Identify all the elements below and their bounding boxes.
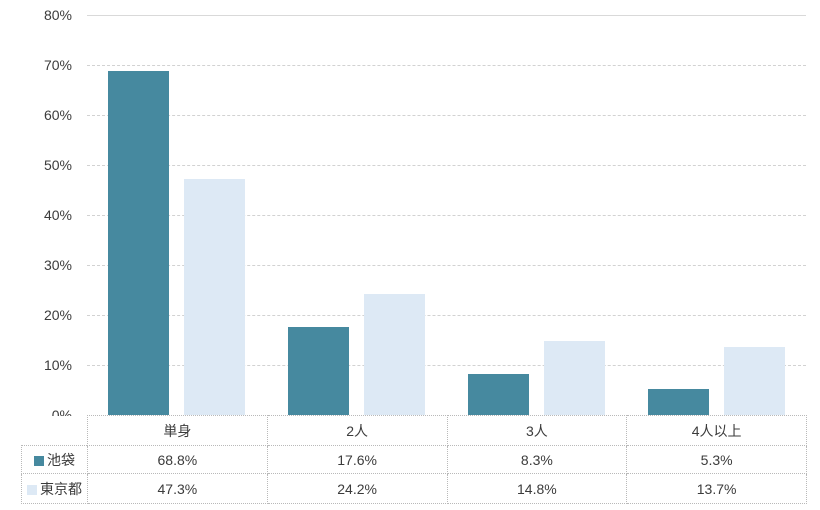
gridline-40: [87, 215, 806, 216]
bar: [184, 178, 246, 415]
gridline-70: [87, 65, 806, 66]
bar: [647, 388, 709, 415]
gridline-80: [87, 15, 806, 16]
y-tick: 80%: [43, 7, 72, 23]
bar: [723, 346, 785, 415]
legend-swatch-ikebukuro: [34, 455, 44, 466]
category-label: 2人: [266, 415, 448, 446]
bar-group-2nin: [267, 15, 447, 415]
y-tick: 50%: [43, 157, 72, 173]
table-row: 東京都 47.3% 24.2% 14.8% 13.7%: [21, 473, 807, 504]
plot-area: [87, 15, 806, 415]
gridline-60: [87, 115, 806, 116]
category-label: 3人: [446, 415, 628, 446]
legend-swatch-tokyoto: [27, 484, 37, 495]
y-tick: 60%: [43, 107, 72, 123]
legend-label: 東京都: [40, 480, 82, 497]
bar-group-4nin-ijo: [626, 15, 806, 415]
value-cell: 13.7%: [626, 473, 807, 504]
value-cell: 47.3%: [87, 473, 268, 504]
gridline-30: [87, 265, 806, 266]
category-label: 4人以上: [626, 415, 807, 446]
gridline-50: [87, 165, 806, 166]
value-cell: 8.3%: [446, 445, 628, 474]
value-cell: 24.2%: [266, 473, 448, 504]
bar-group-tanshin: [87, 15, 267, 415]
bar: [467, 373, 529, 415]
value-cell: 17.6%: [266, 445, 448, 474]
category-header-row: 単身 2人 3人 4人以上: [21, 415, 807, 446]
y-tick: 30%: [43, 257, 72, 273]
y-tick: 70%: [43, 57, 72, 73]
corner-cell: [21, 415, 88, 446]
value-cell: 5.3%: [626, 445, 807, 474]
bar-group-3nin: [447, 15, 627, 415]
y-tick: 20%: [43, 307, 72, 323]
data-table: 単身 2人 3人 4人以上 池袋 68.8% 17.6% 8.3% 5.3%: [21, 415, 807, 504]
bar: [108, 71, 170, 415]
bar: [364, 294, 426, 415]
bar: [288, 327, 350, 415]
legend-label: 池袋: [47, 451, 75, 468]
legend-cell: 東京都: [21, 473, 88, 504]
y-tick: 10%: [43, 357, 72, 373]
table-row: 池袋 68.8% 17.6% 8.3% 5.3%: [21, 445, 807, 474]
gridline-20: [87, 315, 806, 316]
value-cell: 14.8%: [446, 473, 628, 504]
y-tick: 40%: [43, 207, 72, 223]
value-cell: 68.8%: [87, 445, 268, 474]
gridline-10: [87, 365, 806, 366]
bar: [543, 341, 605, 415]
legend-cell: 池袋: [21, 445, 88, 474]
category-label: 単身: [87, 415, 268, 446]
